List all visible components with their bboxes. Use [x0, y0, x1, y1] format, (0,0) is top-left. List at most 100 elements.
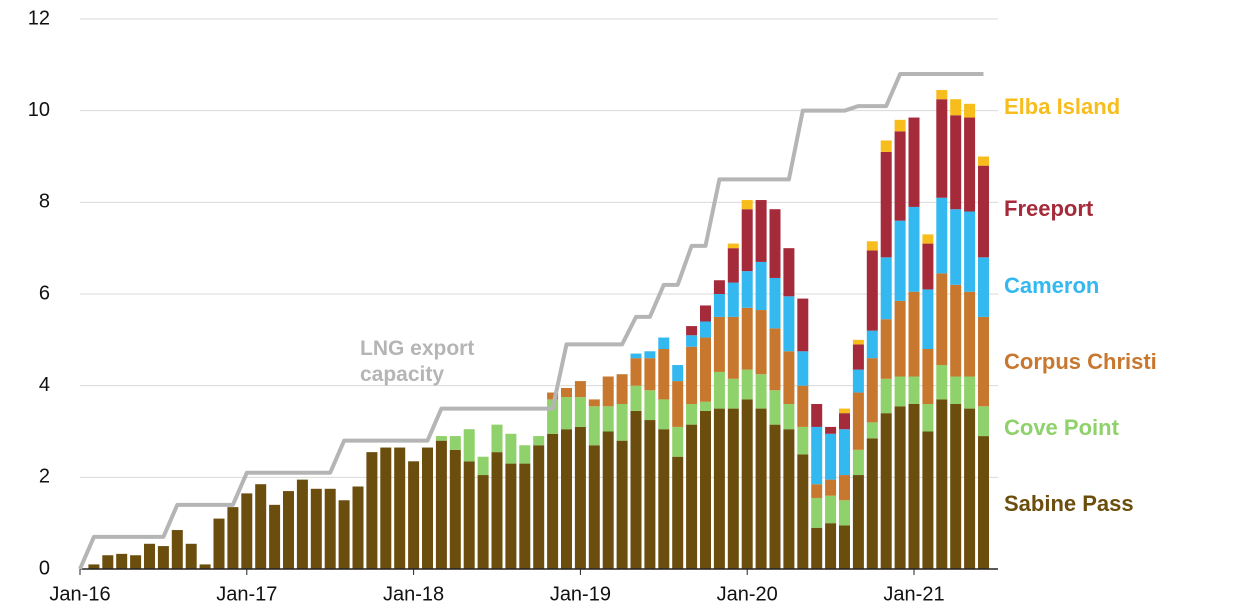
bar-segment — [700, 305, 711, 322]
bar-segment — [505, 433, 517, 464]
bar-segment — [894, 376, 906, 407]
bar-segment — [574, 426, 586, 569]
bar-segment — [324, 488, 336, 569]
bar-segment — [866, 422, 878, 439]
series-label: Elba Island — [1004, 94, 1121, 119]
x-tick-label: Jan-18 — [383, 583, 444, 605]
bar-segment — [672, 426, 684, 457]
bar-segment — [852, 339, 864, 345]
bar-segment — [964, 291, 976, 377]
bar-segment — [700, 410, 711, 569]
bar-segment — [964, 408, 976, 569]
series-label: Freeport — [1004, 196, 1094, 221]
bar-segment — [700, 337, 711, 402]
bar-segment — [797, 385, 809, 427]
bar-segment — [769, 277, 781, 329]
bar-segment — [435, 440, 447, 569]
bar-segment — [866, 438, 878, 569]
bar-segment — [630, 385, 642, 411]
bar-segment — [672, 365, 684, 382]
bar-segment — [922, 431, 934, 569]
bar-segment — [936, 90, 948, 100]
bar-segment — [310, 488, 322, 569]
bar-segment — [880, 413, 892, 569]
bar-segment — [783, 429, 795, 569]
bar-segment — [894, 220, 906, 301]
series-label: Cove Point — [1004, 415, 1119, 440]
bar-segment — [866, 250, 878, 331]
bar-segment — [227, 507, 239, 569]
bar-segment — [950, 99, 962, 116]
bar-segment — [616, 374, 628, 404]
bar-segment — [463, 461, 475, 569]
bar-segment — [936, 197, 948, 274]
bar-segment — [839, 500, 850, 526]
bar-segment — [477, 456, 489, 476]
bar-segment — [477, 475, 489, 569]
bar-segment — [825, 479, 837, 496]
bar-segment — [491, 452, 503, 569]
bar-segment — [241, 493, 253, 569]
bar-segment — [727, 378, 739, 409]
bar-segment — [644, 420, 656, 569]
bar-segment — [922, 289, 934, 349]
bar-segment — [408, 461, 420, 569]
bar-segment — [519, 463, 531, 569]
y-tick-label: 4 — [39, 374, 50, 396]
bar-segment — [866, 330, 878, 359]
bar-segment — [797, 298, 809, 352]
bar-segment — [435, 436, 447, 441]
bar-segment — [769, 209, 781, 278]
x-tick-label: Jan-20 — [717, 583, 778, 605]
bar-segment — [741, 200, 753, 210]
bar-segment — [352, 486, 364, 569]
bar-segment — [769, 390, 781, 425]
bar-segment — [797, 351, 809, 386]
bar-segment — [811, 527, 823, 569]
line-label: LNG export capacity — [360, 337, 475, 386]
bar-segment — [825, 426, 837, 434]
bar-segment — [908, 376, 920, 404]
bar-segment — [783, 296, 795, 352]
bar-segment — [852, 344, 864, 370]
bar-segment — [978, 406, 989, 437]
bar-segment — [658, 337, 670, 349]
bar-segment — [950, 115, 962, 210]
bar-segment — [769, 328, 781, 391]
bar-segment — [588, 406, 600, 446]
bar-segment — [505, 463, 517, 569]
bar-segment — [797, 454, 809, 569]
bar-segment — [102, 555, 114, 569]
bar-segment — [880, 140, 892, 152]
bar-segment — [171, 530, 183, 569]
y-tick-label: 8 — [39, 191, 50, 213]
bar-segment — [964, 376, 976, 409]
bar-segment — [380, 447, 392, 569]
bar-segment — [866, 241, 878, 251]
bar-segment — [825, 523, 837, 569]
y-tick-label: 6 — [39, 282, 50, 304]
bar-segment — [602, 406, 614, 432]
bar-segment — [741, 209, 753, 272]
bar-segment — [533, 436, 545, 446]
series-label: Sabine Pass — [1004, 491, 1134, 516]
bar-segment — [700, 321, 711, 338]
bar-segment — [574, 397, 586, 427]
bar-segment — [658, 399, 670, 430]
bar-segment — [839, 413, 850, 430]
bar-segment — [644, 351, 656, 359]
bar-segment — [922, 404, 934, 432]
bar-segment — [922, 349, 934, 404]
bar-segment — [741, 307, 753, 370]
y-tick-label: 2 — [39, 466, 50, 488]
bar-segment — [894, 119, 906, 132]
bar-segment — [449, 449, 461, 569]
bar-segment — [366, 452, 378, 569]
bar-segment — [741, 271, 753, 308]
bar-segment — [839, 525, 850, 569]
bar-segment — [519, 445, 531, 464]
bar-segment — [588, 445, 600, 569]
bar-segment — [964, 103, 976, 118]
